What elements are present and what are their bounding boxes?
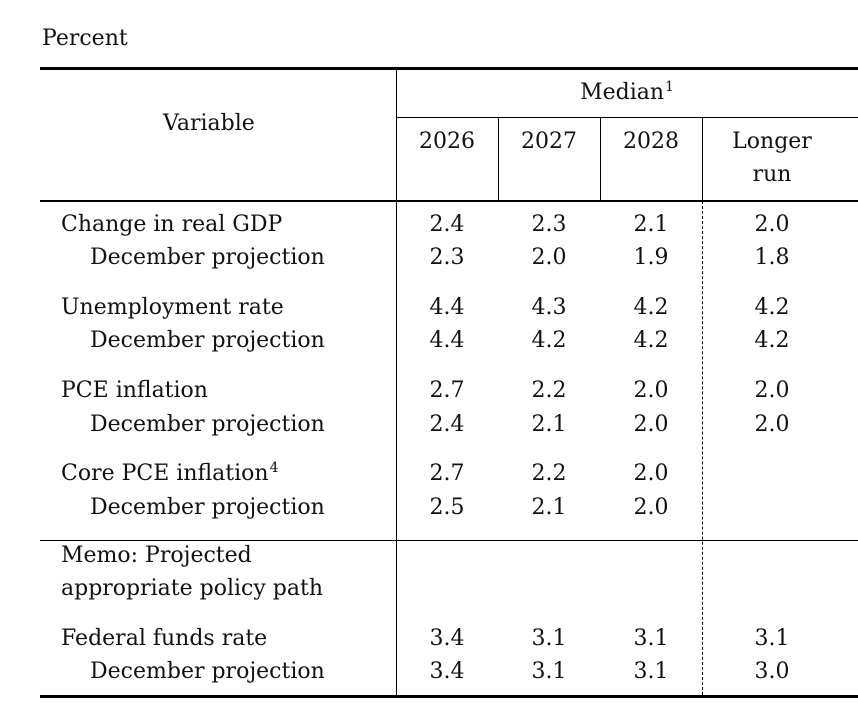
- cell: 3.1: [531, 626, 567, 651]
- cell: 2.7: [429, 378, 465, 403]
- median-rule: [396, 117, 858, 118]
- row-sublabel: December projection: [90, 659, 325, 684]
- cell: 4.2: [754, 328, 790, 353]
- memo-label: Memo: Projected: [61, 543, 252, 568]
- cell: 3.1: [633, 626, 669, 651]
- footnote-marker: 4: [269, 460, 279, 476]
- year-header: 2026: [419, 129, 475, 154]
- cell: 4.4: [429, 328, 465, 353]
- cell: 2.0: [754, 212, 790, 237]
- cell: 2.4: [429, 412, 465, 437]
- cell: 2.0: [633, 495, 669, 520]
- row-sublabel: December projection: [90, 495, 325, 520]
- cell: 2.1: [531, 412, 567, 437]
- year-divider: [600, 118, 601, 200]
- cell: 2.7: [429, 461, 465, 486]
- row-label: Federal funds rate: [61, 626, 268, 651]
- cell: 2.0: [633, 378, 669, 403]
- cell: 3.1: [531, 659, 567, 684]
- unit-label: Percent: [42, 26, 128, 51]
- memo-rule: [40, 540, 858, 541]
- median-header: Median1: [580, 79, 674, 105]
- cell: 2.2: [531, 461, 567, 486]
- longer-run-header: run: [752, 162, 792, 187]
- header-bottom-rule: [40, 200, 858, 202]
- bottom-rule: [40, 695, 858, 698]
- cell: 3.4: [429, 659, 465, 684]
- cell: 2.1: [633, 212, 669, 237]
- cell: 3.0: [754, 659, 790, 684]
- memo-label: appropriate policy path: [61, 576, 324, 601]
- cell: 2.0: [754, 412, 790, 437]
- cell: 2.0: [754, 378, 790, 403]
- longer-run-header: Longer: [732, 129, 812, 154]
- footnote-marker: 1: [665, 79, 674, 95]
- cell: 2.4: [429, 212, 465, 237]
- cell: 4.2: [633, 328, 669, 353]
- year-divider: [702, 118, 703, 200]
- year-divider: [498, 118, 499, 200]
- row-label: PCE inflation: [61, 378, 208, 403]
- cell: 4.2: [754, 295, 790, 320]
- cell: 2.3: [531, 212, 567, 237]
- top-rule: [40, 67, 858, 70]
- cell: 2.0: [633, 412, 669, 437]
- cell: 2.0: [531, 245, 567, 270]
- variable-header: Variable: [163, 111, 255, 136]
- cell: 4.3: [531, 295, 567, 320]
- cell: 4.2: [633, 295, 669, 320]
- row-sublabel: December projection: [90, 412, 325, 437]
- cell: 3.4: [429, 626, 465, 651]
- cell: 1.9: [633, 245, 669, 270]
- row-sublabel: December projection: [90, 245, 325, 270]
- cell: 3.1: [754, 626, 790, 651]
- row-label: Unemployment rate: [61, 295, 284, 320]
- row-sublabel: December projection: [90, 328, 325, 353]
- label-column-divider: [396, 67, 397, 697]
- longer-run-dashed-divider: [702, 201, 703, 695]
- cell: 4.2: [531, 328, 567, 353]
- cell: 2.3: [429, 245, 465, 270]
- year-header: 2027: [521, 129, 577, 154]
- cell: 2.1: [531, 495, 567, 520]
- row-label: Core PCE inflation4: [61, 460, 279, 486]
- cell: 2.0: [633, 461, 669, 486]
- cell: 2.5: [429, 495, 465, 520]
- cell: 3.1: [633, 659, 669, 684]
- cell: 4.4: [429, 295, 465, 320]
- cell: 1.8: [754, 245, 790, 270]
- cell: 2.2: [531, 378, 567, 403]
- row-label: Change in real GDP: [61, 212, 283, 237]
- year-header: 2028: [623, 129, 679, 154]
